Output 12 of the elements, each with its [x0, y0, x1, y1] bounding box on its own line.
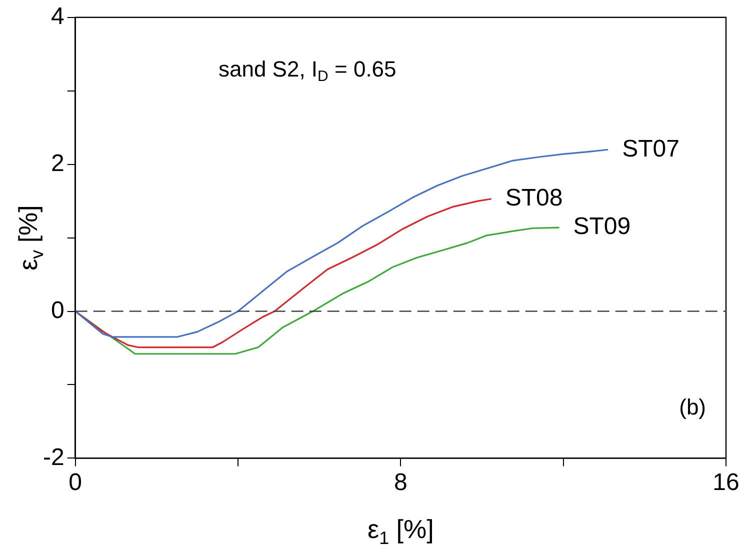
series-label: ST09 [573, 213, 631, 240]
series-label: ST08 [505, 184, 563, 212]
y-tick-label: 2 [50, 150, 64, 177]
y-tick-label: 0 [50, 296, 64, 324]
series-label: ST07 [622, 135, 680, 162]
y-tick-label: 4 [50, 3, 64, 30]
x-tick-label: 0 [68, 469, 82, 496]
annotation: (b) [679, 394, 706, 420]
x-tick-label: 16 [712, 469, 740, 496]
y-tick-label: -2 [42, 444, 64, 471]
y-axis-title: εv [%] [13, 205, 47, 270]
x-tick-label: 8 [394, 469, 408, 496]
